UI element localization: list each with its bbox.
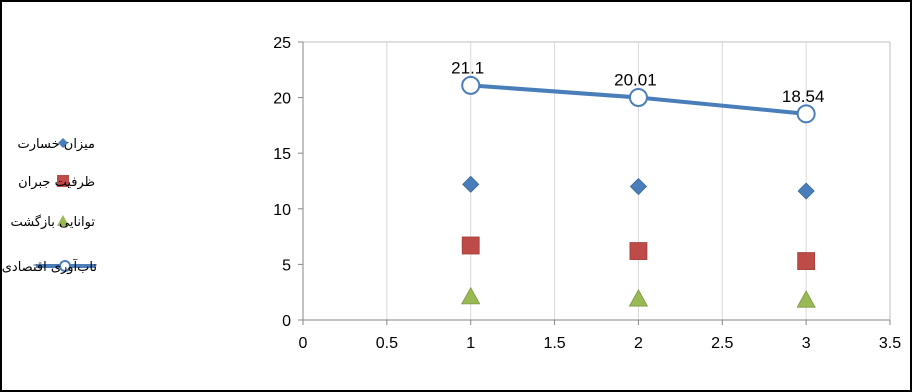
legend-label: ظرفیت جبران [18, 175, 95, 190]
data-point [796, 104, 816, 124]
data-point [461, 75, 481, 95]
y-tick-label: 20 [273, 91, 291, 108]
data-point [461, 236, 480, 255]
x-tick-label: 0.5 [376, 335, 398, 352]
legend-marker [57, 175, 69, 187]
data-point [797, 182, 815, 200]
data-point [628, 289, 649, 307]
data-label: 20.01 [614, 70, 657, 89]
x-tick-label: 2 [634, 335, 643, 352]
y-tick-label: 5 [282, 257, 291, 274]
x-tick-label: 1.5 [543, 335, 565, 352]
y-tick-label: 10 [273, 202, 291, 219]
legend-marker [57, 215, 69, 226]
x-tick-label: 0 [299, 335, 308, 352]
y-tick-label: 0 [282, 313, 291, 330]
y-tick-label: 25 [273, 35, 291, 52]
legend-label: توانایی بازگشت [10, 214, 95, 230]
legend-label: میزان خسارت [18, 137, 95, 152]
legend-marker [59, 260, 71, 272]
data-point [797, 252, 816, 270]
data-point [629, 242, 648, 260]
data-label: 18.54 [782, 87, 825, 106]
legend-marker [58, 138, 68, 148]
data-point [628, 87, 648, 107]
data-point [462, 175, 480, 193]
x-tick-label: 3 [802, 335, 811, 352]
x-tick-label: 2.5 [711, 335, 733, 352]
x-tick-label: 1 [466, 335, 475, 352]
x-tick-label: 3.5 [879, 335, 901, 352]
data-point [461, 286, 481, 305]
legend-label: تاب‌آوری اقتصادی [2, 258, 98, 275]
y-tick-label: 15 [273, 146, 291, 163]
data-label: 21.1 [451, 58, 484, 77]
data-point [629, 177, 647, 196]
data-point [796, 290, 816, 308]
